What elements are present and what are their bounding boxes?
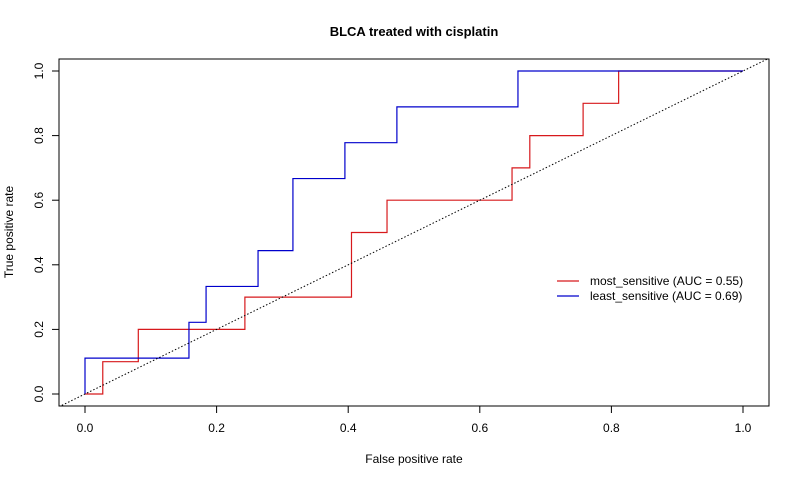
y-axis-label: True positive rate [2,186,16,279]
y-tick-label: 0.0 [32,385,46,402]
y-tick-label: 1.0 [32,62,46,79]
diagonal-reference-line [59,59,769,406]
y-tick-label: 0.6 [32,192,46,209]
chart-title: BLCA treated with cisplatin [330,24,499,39]
x-tick-label: 0.4 [340,421,357,435]
y-tick-label: 0.2 [32,321,46,338]
roc-curve-1 [85,70,743,395]
x-tick-label: 0.8 [603,421,620,435]
x-tick-label: 0.6 [471,421,488,435]
x-axis-label: False positive rate [365,452,463,466]
legend-label: least_sensitive (AUC = 0.69) [590,289,742,303]
legend-label: most_sensitive (AUC = 0.55) [590,274,743,288]
x-tick-label: 1.0 [735,421,752,435]
x-axis: 0.0 0.2 0.4 0.6 0.8 1.0 [77,405,752,435]
plot-area [59,59,769,406]
roc-curve-2 [84,70,743,394]
x-tick-label: 0.2 [208,421,225,435]
x-tick-label: 0.0 [77,421,94,435]
y-tick-label: 0.8 [32,127,46,144]
y-tick-label: 0.4 [32,256,46,273]
y-axis: 0.0 0.2 0.4 0.6 0.8 1.0 [32,62,60,402]
legend: most_sensitive (AUC = 0.55)least_sensiti… [557,274,743,303]
